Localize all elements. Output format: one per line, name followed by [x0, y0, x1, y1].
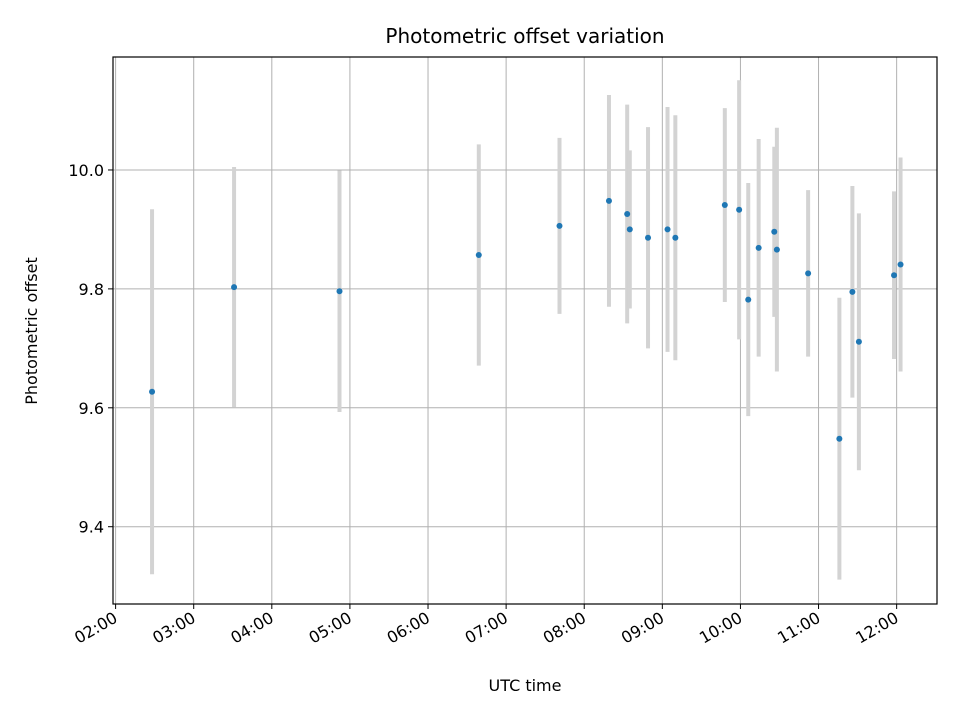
data-point: [475, 251, 482, 258]
data-point: [755, 244, 762, 251]
plot-frame: [112, 56, 938, 605]
data-point: [771, 228, 778, 235]
data-point: [605, 197, 612, 204]
y-tick-label: 9.6: [79, 399, 104, 418]
data-point: [721, 202, 728, 209]
data-point: [231, 284, 238, 291]
data-point: [745, 296, 752, 303]
y-axis-ticks: 9.4 9.6 9.8 10.0: [68, 161, 113, 537]
data-point: [624, 210, 631, 217]
data-point: [891, 272, 898, 279]
data-point: [645, 234, 652, 241]
data-point: [849, 288, 856, 295]
data-point: [736, 206, 743, 213]
y-axis-label: Photometric offset: [22, 257, 41, 405]
y-tick-label: 9.8: [79, 280, 104, 299]
data-point: [805, 270, 812, 277]
data-point: [773, 246, 780, 253]
data-point: [149, 388, 156, 395]
data-point: [836, 435, 843, 442]
x-axis-label: UTC time: [489, 676, 562, 695]
data-point: [897, 261, 904, 268]
data-points: [149, 197, 904, 442]
y-tick-label: 10.0: [68, 161, 104, 180]
data-point: [855, 338, 862, 345]
data-point: [336, 288, 343, 295]
data-point: [556, 222, 563, 229]
data-point: [664, 226, 671, 233]
chart-title: Photometric offset variation: [385, 24, 664, 48]
y-tick-label: 9.4: [79, 518, 104, 537]
data-point: [672, 234, 679, 241]
data-point: [626, 226, 633, 233]
